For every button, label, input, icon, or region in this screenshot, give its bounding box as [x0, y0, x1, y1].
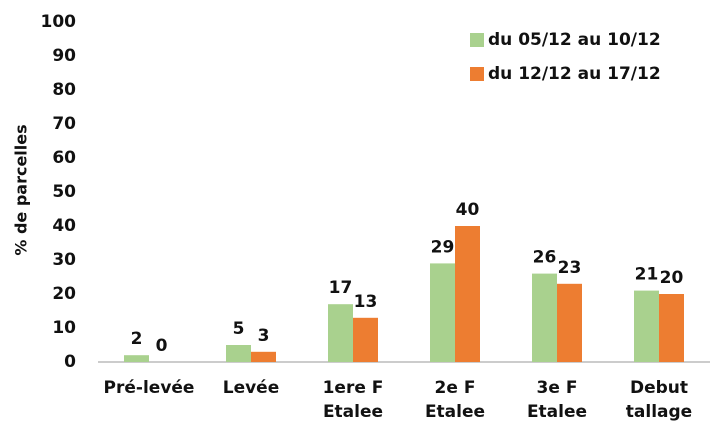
y-tick-label: 90 — [52, 46, 76, 66]
y-axis-label: % de parcelles — [12, 124, 31, 255]
bar — [251, 351, 276, 362]
legend-swatch — [470, 67, 484, 81]
x-tick-label: 2e F Etalee — [425, 378, 485, 422]
bar — [353, 317, 378, 362]
data-label: 21 — [635, 265, 659, 285]
legend-label: du 12/12 au 17/12 — [488, 64, 661, 84]
y-tick-label: 100 — [41, 12, 77, 32]
y-tick-label: 50 — [52, 182, 76, 202]
y-tick-label: 60 — [52, 148, 76, 168]
y-tick-label: 20 — [52, 284, 76, 304]
x-tick-label: Levée — [223, 378, 280, 398]
x-tick-label: 1ere F Etalee — [323, 378, 384, 422]
bar — [430, 263, 455, 362]
y-tick-label: 70 — [52, 114, 76, 134]
bar — [455, 226, 480, 362]
data-label: 20 — [660, 268, 684, 288]
data-label: 5 — [233, 319, 245, 339]
bar — [328, 304, 353, 362]
bar — [532, 273, 557, 362]
y-tick-label: 80 — [52, 80, 76, 100]
bar — [659, 294, 684, 362]
bar — [634, 290, 659, 362]
data-label: 13 — [354, 292, 378, 312]
y-tick-label: 0 — [64, 352, 76, 372]
x-tick-label: Pré-levée — [104, 378, 195, 398]
data-label: 26 — [533, 248, 557, 268]
x-tick-label: 3e F Etalee — [527, 378, 587, 422]
bar — [124, 355, 149, 362]
y-tick-label: 10 — [52, 318, 76, 338]
y-tick-label: 40 — [52, 216, 76, 236]
data-label: 23 — [558, 258, 582, 278]
data-label: 3 — [258, 326, 270, 346]
y-tick-label: 30 — [52, 250, 76, 270]
data-label: 29 — [431, 237, 455, 257]
legend-label: du 05/12 au 10/12 — [488, 30, 661, 50]
legend-swatch — [470, 33, 484, 47]
data-label: 17 — [329, 278, 353, 298]
data-label: 40 — [456, 200, 480, 220]
data-label: 2 — [131, 329, 143, 349]
x-tick-label: Debut tallage — [626, 378, 692, 422]
bar — [557, 283, 582, 362]
bar — [226, 345, 251, 362]
data-label: 0 — [156, 336, 168, 356]
